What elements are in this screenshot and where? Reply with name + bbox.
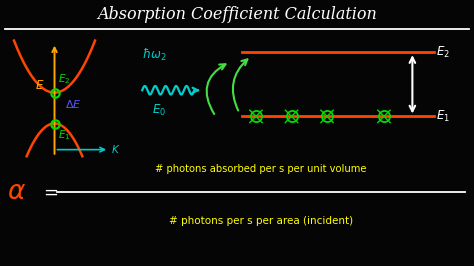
- Text: # photons per s per area (incident): # photons per s per area (incident): [169, 216, 353, 226]
- Text: $E_0$: $E_0$: [152, 103, 166, 118]
- Text: $E_2$: $E_2$: [58, 72, 71, 86]
- Text: $E_1$: $E_1$: [58, 128, 71, 142]
- Text: $\alpha$: $\alpha$: [7, 179, 26, 205]
- Text: $E_2$: $E_2$: [436, 45, 450, 60]
- Text: # photons absorbed per s per unit volume: # photons absorbed per s per unit volume: [155, 164, 366, 174]
- Text: E: E: [36, 79, 43, 92]
- FancyArrowPatch shape: [233, 59, 247, 111]
- Text: $\Delta E$: $\Delta E$: [65, 98, 82, 110]
- Text: Absorption Coefficient Calculation: Absorption Coefficient Calculation: [97, 6, 377, 23]
- Text: $\hbar\omega_2$: $\hbar\omega_2$: [142, 47, 167, 64]
- FancyArrowPatch shape: [207, 64, 226, 114]
- Text: K: K: [111, 145, 118, 155]
- Text: $E_1$: $E_1$: [436, 109, 450, 124]
- Text: =: =: [43, 183, 58, 201]
